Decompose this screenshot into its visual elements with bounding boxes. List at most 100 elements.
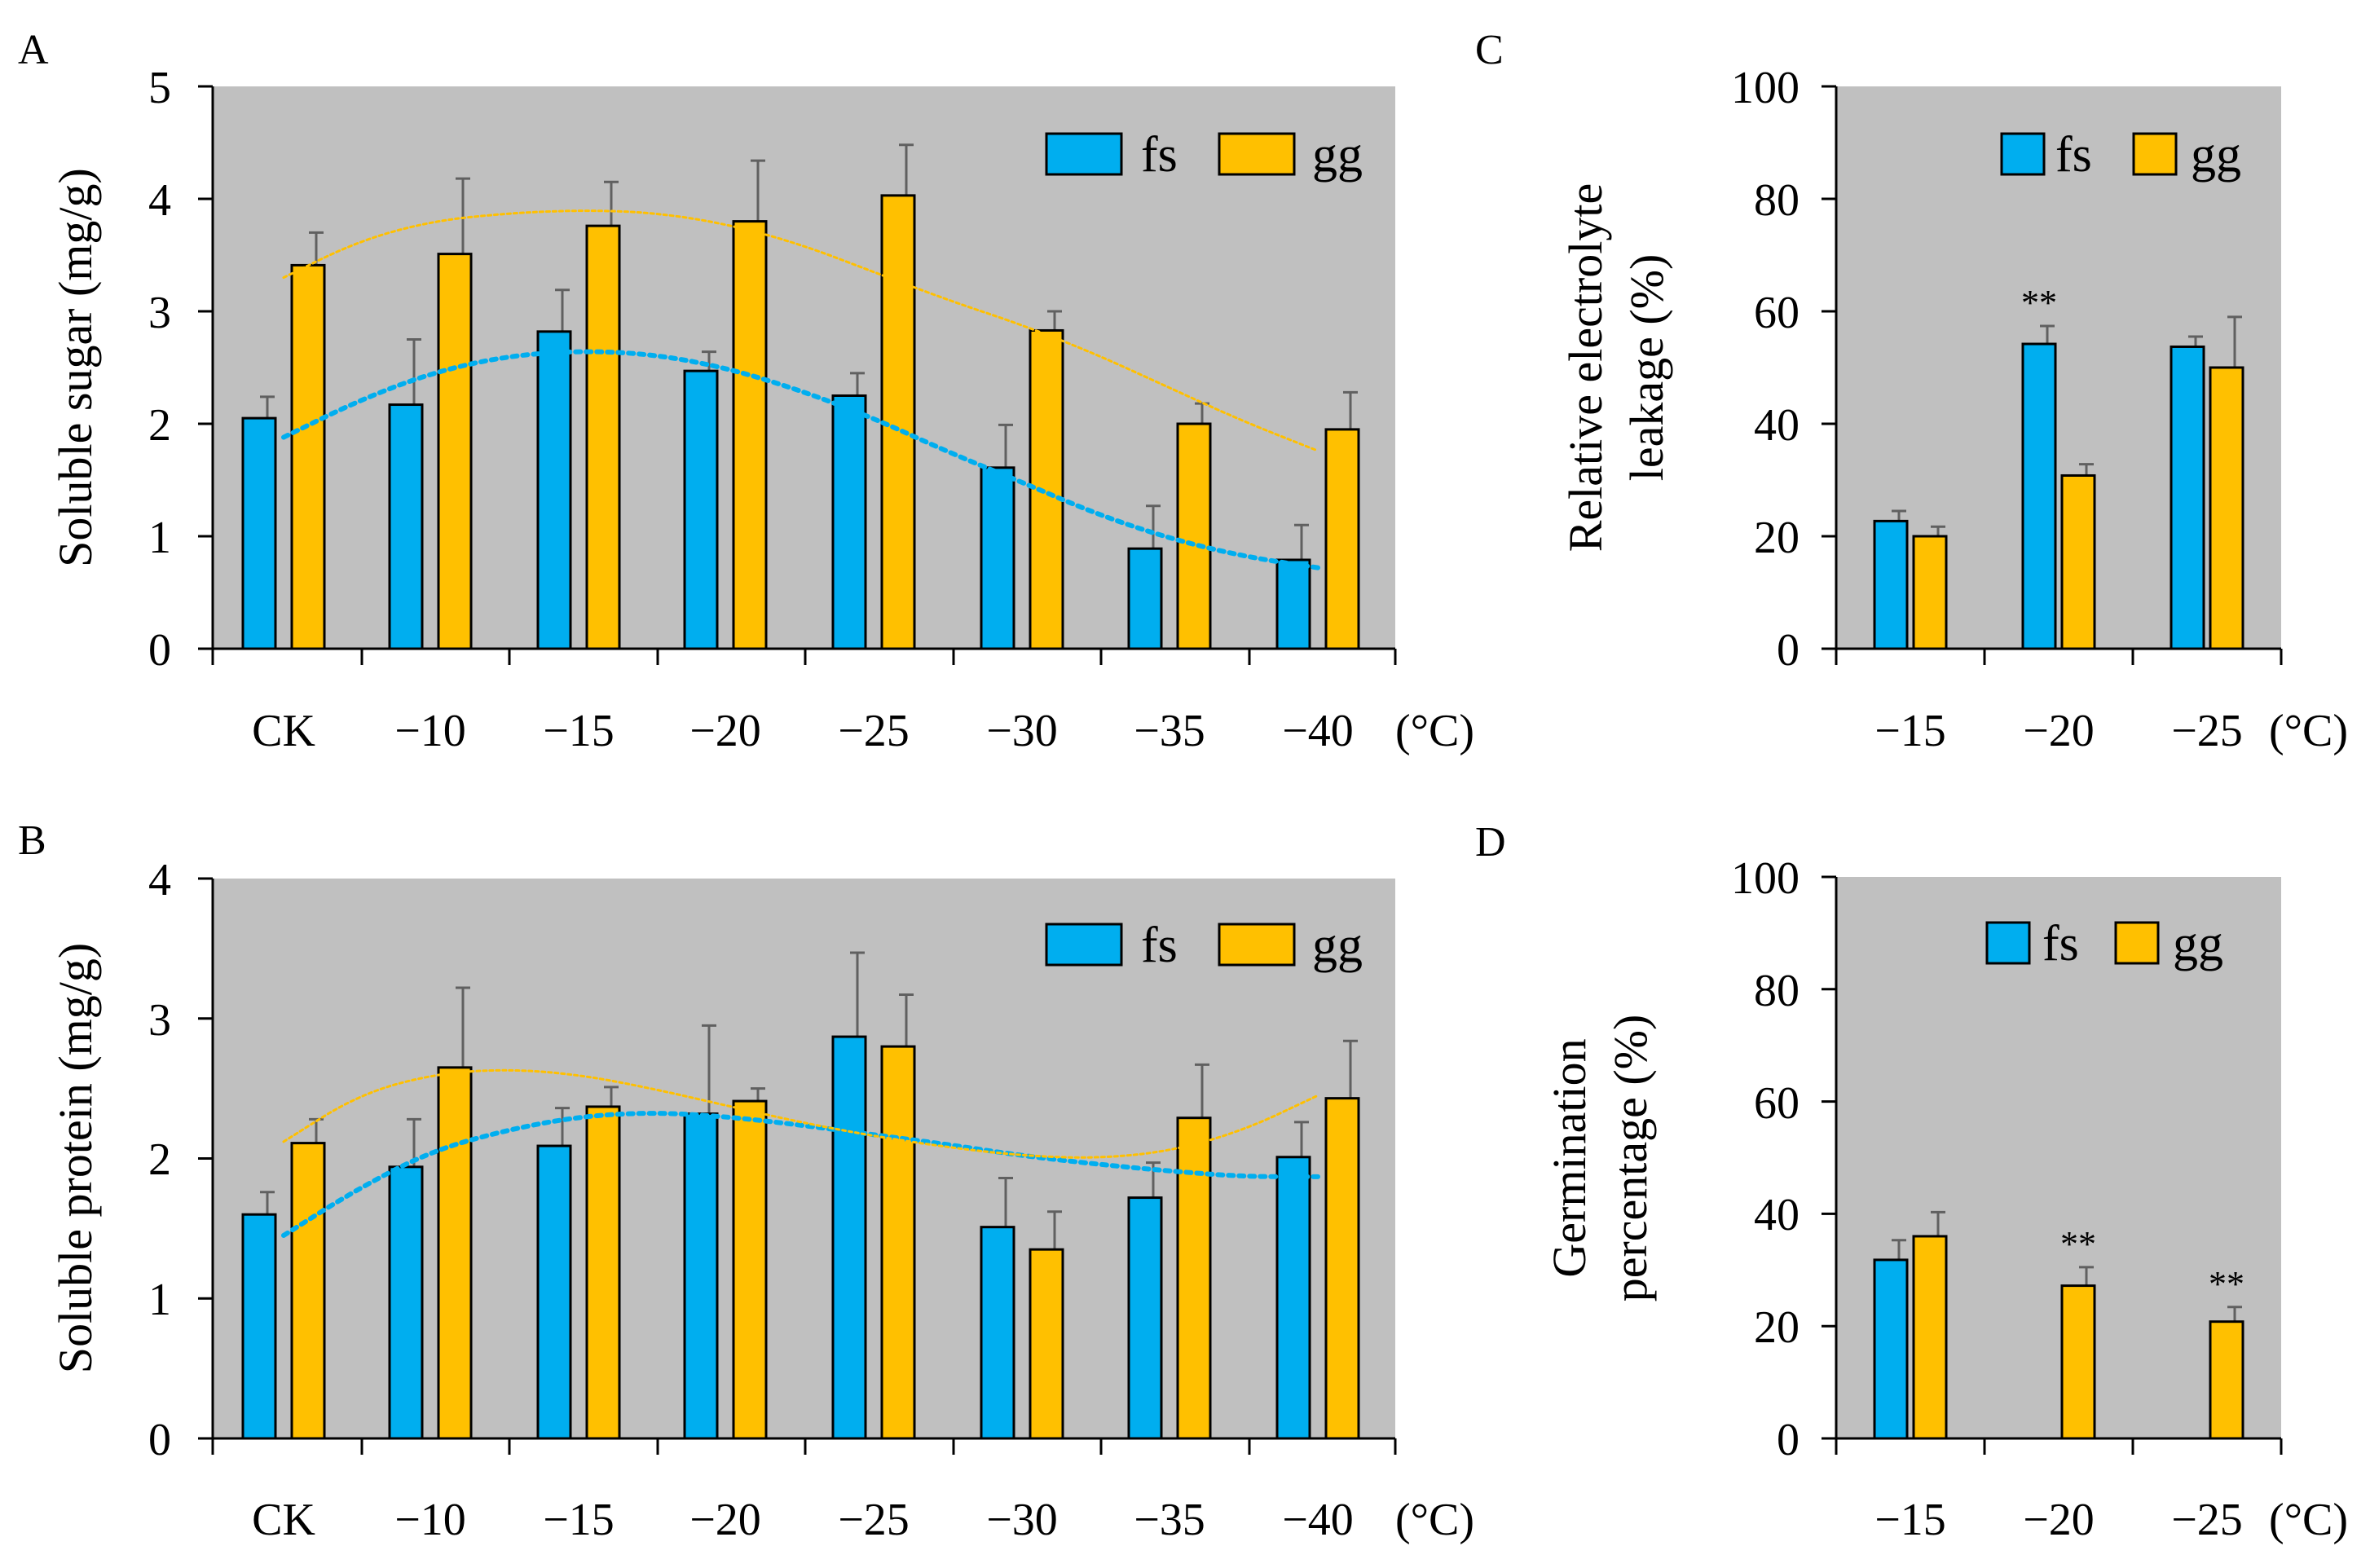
panel-c-significance-mark: ** xyxy=(2021,283,2057,323)
panel-b-x-tick-label: −20 xyxy=(689,1495,761,1545)
panel-b-bar-gg xyxy=(585,1105,621,1440)
panel-a-x-tick-label: −35 xyxy=(1134,706,1205,756)
panel-c-legend-label-gg: gg xyxy=(2191,127,2241,183)
panel-b-trendlines xyxy=(281,1068,1320,1238)
panel-d-bar-fs xyxy=(1873,1258,1909,1440)
panel-d-bar-gg xyxy=(2209,1320,2244,1440)
panel-b-legend-label-fs: fs xyxy=(1141,918,1178,973)
panel-d-legend-label-gg: gg xyxy=(2173,916,2223,971)
panel-a-bars xyxy=(241,143,1360,650)
panel-b-ticks xyxy=(198,877,1397,1455)
panel-d-significance-mark: ** xyxy=(2060,1224,2096,1264)
panel-d-y-tick-label: 20 xyxy=(1754,1302,1800,1353)
panel-a: A 0 1 2 3 4 5 CK −10 −15 −20 −25 −30 −35… xyxy=(18,27,1474,756)
panel-a-x-tick-label: −20 xyxy=(689,706,761,756)
panel-a-bar-fs xyxy=(388,403,424,650)
panel-d-legend-swatch-fs xyxy=(1985,921,2031,965)
panel-b-bar-fs xyxy=(831,1035,867,1440)
panel-c-legend: fs gg xyxy=(2000,127,2241,183)
panel-a-x-unit: (°C) xyxy=(1395,706,1474,756)
panel-c-legend-swatch-gg xyxy=(2132,132,2178,176)
panel-a-legend-swatch-gg xyxy=(1218,132,1296,176)
panel-a-bar-fs xyxy=(831,394,867,650)
panel-d-y-axis-title-line-2: percentage (%) xyxy=(1604,1015,1657,1302)
panel-b-y-axis-title: Soluble protein (mg/g) xyxy=(49,943,102,1373)
panel-b-bars xyxy=(241,951,1360,1440)
panel-d-x-unit: (°C) xyxy=(2269,1495,2348,1545)
panel-b-bar-gg xyxy=(880,1045,916,1440)
panel-b-bar-fs xyxy=(536,1144,572,1440)
panel-b-bar-gg xyxy=(437,1066,473,1440)
panel-c-y-tick-label: 20 xyxy=(1754,513,1800,563)
panel-b-bar-fs xyxy=(388,1165,424,1440)
panel-b-x-tick-label: CK xyxy=(252,1495,315,1545)
panel-a-legend: fs gg xyxy=(1045,127,1363,183)
panel-c-x-tick-label: −20 xyxy=(2023,706,2095,756)
panel-b: B 0 1 2 3 4 CK −10 −15 −20 −25 −30 −35 −… xyxy=(18,817,1474,1545)
panel-b-y-tick-label: 4 xyxy=(148,855,171,905)
panel-b-legend: fs gg xyxy=(1045,918,1363,973)
panel-c-y-tick-label: 100 xyxy=(1731,63,1800,113)
panel-a-x-tick-label: −40 xyxy=(1282,706,1354,756)
panel-d-x-tick-label: −25 xyxy=(2171,1495,2243,1545)
panel-c-bar-gg xyxy=(2209,366,2244,650)
panel-b-legend-label-gg: gg xyxy=(1312,918,1363,973)
panel-c-bar-gg xyxy=(2060,473,2096,650)
panel-a-bar-fs xyxy=(1275,558,1311,650)
panel-b-y-tick-label: 0 xyxy=(148,1415,171,1465)
panel-a-legend-label-fs: fs xyxy=(1141,127,1178,183)
panel-c-bars: ** xyxy=(1873,283,2244,650)
panel-a-bar-gg xyxy=(1324,428,1360,650)
panel-b-bar-fs xyxy=(1275,1156,1311,1440)
panel-c-y-tick-label: 60 xyxy=(1754,288,1800,338)
panel-letter-c: C xyxy=(1475,27,1504,73)
panel-d-significance-mark: ** xyxy=(2209,1264,2244,1304)
panel-d-legend-swatch-gg xyxy=(2114,921,2160,965)
panel-c-bar-fs xyxy=(1873,519,1909,650)
panel-a-y-tick-label: 1 xyxy=(148,513,171,563)
panel-c-legend-label-fs: fs xyxy=(2055,127,2092,183)
panel-a-bar-fs xyxy=(1127,547,1163,650)
panel-d-plot-area xyxy=(1836,877,2281,1438)
panel-a-x-tick-label: −30 xyxy=(986,706,1058,756)
panel-d-x-tick-label: −15 xyxy=(1874,1495,1946,1545)
panel-letter-a: A xyxy=(18,27,49,73)
panel-b-x-tick-label: −35 xyxy=(1134,1495,1205,1545)
panel-a-ticks xyxy=(198,85,1397,665)
panel-c-plot-area xyxy=(1836,86,2281,649)
panel-letter-d: D xyxy=(1475,819,1506,865)
panel-a-bar-gg xyxy=(290,263,326,650)
panel-c-legend-swatch-fs xyxy=(2000,132,2046,176)
panel-b-legend-swatch-fs xyxy=(1045,923,1123,967)
panel-c-x-tick-label: −25 xyxy=(2171,706,2243,756)
panel-b-bar-gg xyxy=(290,1142,326,1440)
panel-b-bar-fs xyxy=(683,1112,719,1440)
panel-c-y-tick-label: 0 xyxy=(1777,625,1800,676)
panel-b-x-tick-label: −25 xyxy=(838,1495,910,1545)
panel-a-bar-gg xyxy=(732,220,768,650)
panel-b-bar-gg xyxy=(1324,1097,1360,1440)
panel-b-y-tick-label: 2 xyxy=(148,1134,171,1185)
panel-d-y-tick-label: 40 xyxy=(1754,1190,1800,1240)
panel-d-ticks xyxy=(1822,875,2283,1455)
panel-b-x-tick-label: −30 xyxy=(986,1495,1058,1545)
panel-b-y-tick-label: 3 xyxy=(148,995,171,1046)
panel-letter-b: B xyxy=(18,817,46,864)
panel-d-y-tick-label: 0 xyxy=(1777,1415,1800,1465)
panel-d: D ** ** 0 20 40 60 80 100 −15 −20 −25 (°C… xyxy=(1475,819,2348,1545)
panel-c-ticks xyxy=(1822,85,2283,665)
panel-c-y-tick-label: 40 xyxy=(1754,400,1800,451)
panel-c-bar-gg xyxy=(1912,535,1948,650)
panel-a-trendline-fs xyxy=(281,349,1320,570)
panel-c: C ** 0 20 40 60 80 100 −15 −20 −25 (°C) … xyxy=(1475,27,2348,756)
panel-a-bar-gg xyxy=(1029,328,1064,650)
panel-a-x-tick-label: −25 xyxy=(838,706,910,756)
panel-b-bar-fs xyxy=(980,1226,1015,1440)
panel-a-bar-fs xyxy=(536,330,572,650)
panel-c-bar-fs xyxy=(2170,345,2205,650)
panel-a-bar-fs xyxy=(683,369,719,650)
panel-b-bar-fs xyxy=(241,1213,277,1440)
panel-a-y-tick-label: 2 xyxy=(148,400,171,451)
panel-d-bar-gg xyxy=(1912,1235,1948,1440)
